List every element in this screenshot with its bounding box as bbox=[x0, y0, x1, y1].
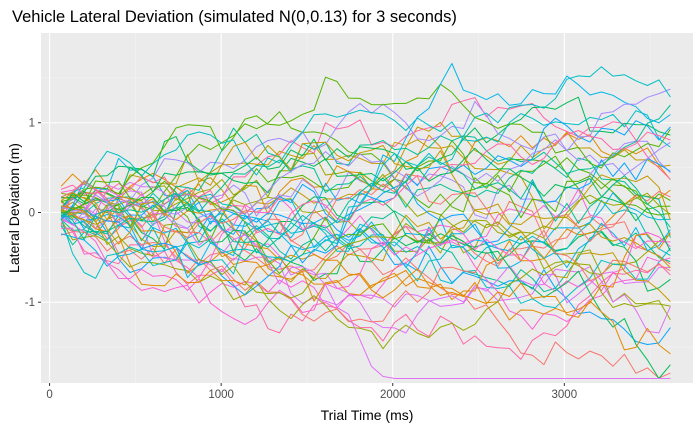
y-tick-label: -1 bbox=[25, 297, 35, 309]
x-tick-label: 2000 bbox=[380, 389, 406, 401]
series-line bbox=[60, 191, 671, 379]
x-tick-label: 3000 bbox=[552, 389, 578, 401]
series-line bbox=[61, 104, 671, 233]
x-tick-label: 0 bbox=[46, 389, 52, 401]
series-line bbox=[60, 181, 671, 334]
series-line bbox=[60, 111, 671, 228]
series-line bbox=[60, 117, 671, 296]
series-line bbox=[60, 173, 671, 242]
series-line bbox=[60, 205, 671, 355]
x-tick-label: 1000 bbox=[208, 389, 234, 401]
series-line bbox=[60, 141, 671, 302]
series-line bbox=[60, 205, 671, 308]
series-line bbox=[60, 130, 671, 235]
series-line bbox=[60, 189, 671, 302]
x-axis-title: Trial Time (ms) bbox=[321, 407, 414, 423]
series-line bbox=[60, 201, 671, 267]
series-line bbox=[60, 169, 671, 321]
series-line bbox=[60, 192, 671, 299]
series-line bbox=[61, 183, 671, 292]
series-line bbox=[60, 199, 671, 282]
series-line bbox=[60, 218, 671, 330]
series-line bbox=[60, 139, 671, 269]
series-line bbox=[60, 175, 671, 274]
series-line bbox=[60, 156, 671, 248]
series-line bbox=[60, 174, 671, 283]
series-line bbox=[60, 109, 671, 198]
series-line bbox=[60, 138, 671, 252]
series-line bbox=[60, 76, 671, 203]
chart-title: Vehicle Lateral Deviation (simulated N(0… bbox=[12, 8, 457, 26]
series-line bbox=[60, 100, 671, 221]
axis-ticks: 0 1000 2000 3000 -1 0 1 bbox=[25, 118, 577, 401]
y-axis-title: Lateral Deviation (m) bbox=[6, 143, 22, 273]
y-tick-label: 0 bbox=[29, 207, 35, 219]
series-line bbox=[60, 213, 671, 268]
series-line bbox=[60, 219, 671, 350]
y-tick-label: 1 bbox=[29, 118, 35, 130]
series-line bbox=[60, 231, 671, 360]
series-lines bbox=[60, 63, 671, 379]
series-line bbox=[60, 66, 671, 279]
series-line bbox=[60, 88, 671, 229]
series-line bbox=[60, 96, 671, 209]
series-line bbox=[61, 196, 671, 379]
